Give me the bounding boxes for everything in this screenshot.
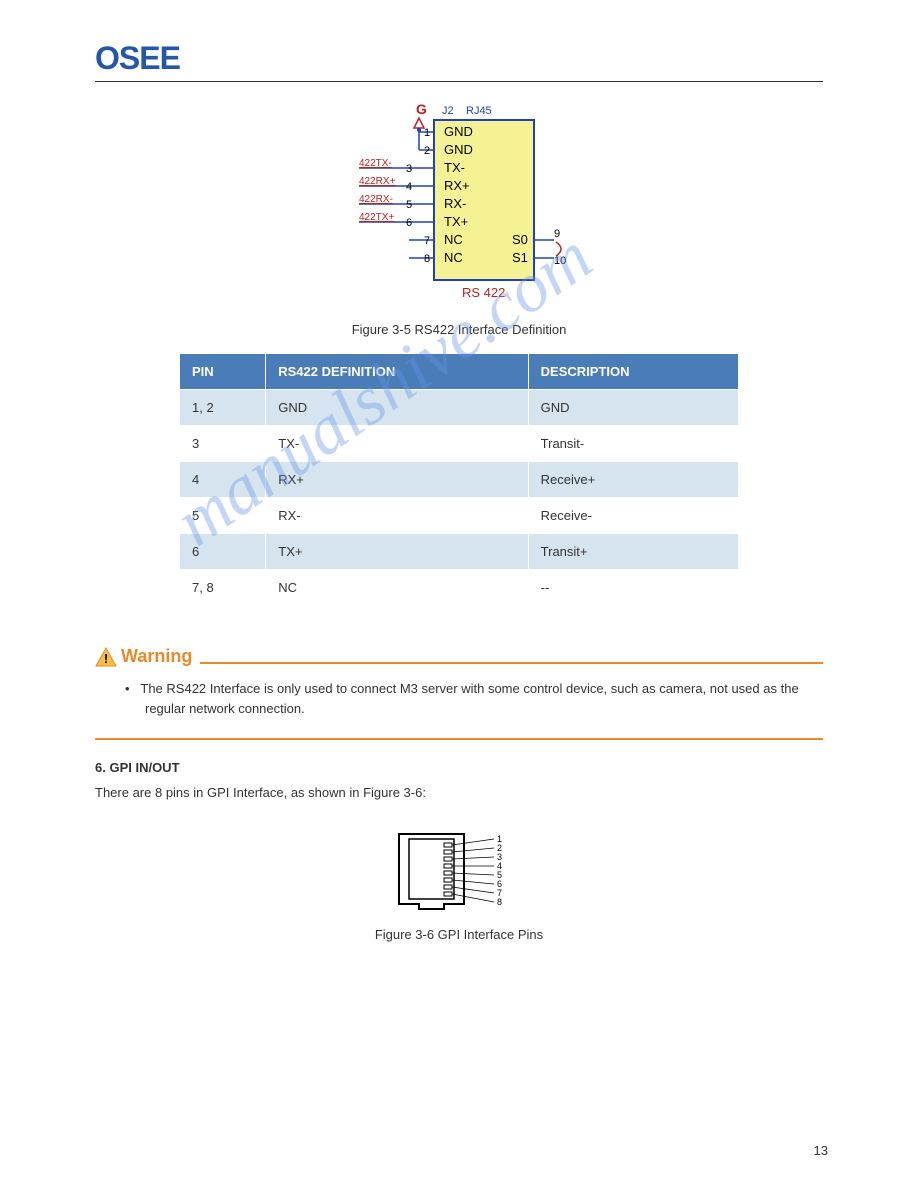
warning-bottom-line bbox=[95, 738, 823, 740]
svg-text:9: 9 bbox=[554, 228, 560, 240]
svg-text:GND: GND bbox=[444, 124, 473, 139]
svg-text:3: 3 bbox=[406, 163, 412, 175]
table-row: 5 RX- Receive- bbox=[180, 498, 739, 534]
svg-text:7: 7 bbox=[424, 235, 430, 247]
svg-text:422TX+: 422TX+ bbox=[359, 212, 394, 223]
circuit-j2-label: J2 bbox=[442, 105, 454, 117]
warning-header: ! Warning bbox=[95, 646, 823, 667]
warning-text: • The RS422 Interface is only used to co… bbox=[95, 679, 823, 718]
svg-text:!: ! bbox=[104, 651, 108, 666]
gpi-connector-diagram: 1 2 3 4 5 6 7 8 bbox=[389, 819, 529, 919]
svg-text:8: 8 bbox=[424, 253, 430, 265]
svg-text:RX-: RX- bbox=[444, 196, 466, 211]
svg-text:4: 4 bbox=[406, 181, 412, 193]
svg-text:S1: S1 bbox=[512, 250, 528, 265]
svg-text:2: 2 bbox=[424, 145, 430, 157]
logo: OSEE bbox=[95, 40, 180, 76]
table-header-desc: DESCRIPTION bbox=[528, 354, 738, 390]
figure-caption-circuit: Figure 3-5 RS422 Interface Definition bbox=[95, 322, 823, 337]
svg-text:422RX+: 422RX+ bbox=[359, 176, 396, 187]
gpi-heading: 6. GPI IN/OUT bbox=[95, 760, 823, 775]
warning-top-line bbox=[200, 662, 823, 664]
svg-text:NC: NC bbox=[444, 250, 463, 265]
table-row: 7, 8 NC -- bbox=[180, 570, 739, 606]
circuit-rj45-label: RJ45 bbox=[466, 105, 492, 117]
table-body: 1, 2 GND GND 3 TX- Transit- 4 RX+ Receiv… bbox=[180, 390, 739, 606]
circuit-diagram: G J2 RJ45 422TX- 422RX+ 422RX- 422TX+ 1 … bbox=[334, 102, 584, 302]
table-header-def: RS422 DEFINITION bbox=[266, 354, 528, 390]
circuit-rs422-label: RS 422 bbox=[462, 285, 505, 300]
svg-text:422TX-: 422TX- bbox=[359, 158, 392, 169]
svg-text:NC: NC bbox=[444, 232, 463, 247]
table-row: 4 RX+ Receive+ bbox=[180, 462, 739, 498]
warning-label: Warning bbox=[121, 646, 192, 667]
svg-text:S0: S0 bbox=[512, 232, 528, 247]
svg-text:GND: GND bbox=[444, 142, 473, 157]
gpi-section: 6. GPI IN/OUT There are 8 pins in GPI In… bbox=[95, 760, 823, 942]
rs422-table: PIN RS422 DEFINITION DESCRIPTION 1, 2 GN… bbox=[179, 353, 739, 606]
table-row: 1, 2 GND GND bbox=[180, 390, 739, 426]
svg-text:5: 5 bbox=[406, 199, 412, 211]
svg-text:422RX-: 422RX- bbox=[359, 194, 393, 205]
svg-text:6: 6 bbox=[406, 217, 412, 229]
page-number: 13 bbox=[814, 1143, 828, 1158]
figure-caption-gpi: Figure 3-6 GPI Interface Pins bbox=[95, 927, 823, 942]
circuit-g-label: G bbox=[416, 102, 427, 117]
svg-text:TX+: TX+ bbox=[444, 214, 468, 229]
table-header-pin: PIN bbox=[180, 354, 266, 390]
header: OSEE bbox=[95, 40, 823, 82]
table-row: 3 TX- Transit- bbox=[180, 426, 739, 462]
header-divider bbox=[95, 81, 823, 82]
gpi-text: There are 8 pins in GPI Interface, as sh… bbox=[95, 783, 823, 803]
svg-text:8: 8 bbox=[497, 897, 502, 907]
svg-text:TX-: TX- bbox=[444, 160, 465, 175]
svg-text:1: 1 bbox=[424, 127, 430, 139]
svg-text:10: 10 bbox=[554, 255, 566, 267]
svg-text:RX+: RX+ bbox=[444, 178, 470, 193]
table-row: 6 TX+ Transit+ bbox=[180, 534, 739, 570]
warning-section: ! Warning • The RS422 Interface is only … bbox=[95, 646, 823, 740]
warning-triangle-icon: ! bbox=[95, 647, 117, 667]
